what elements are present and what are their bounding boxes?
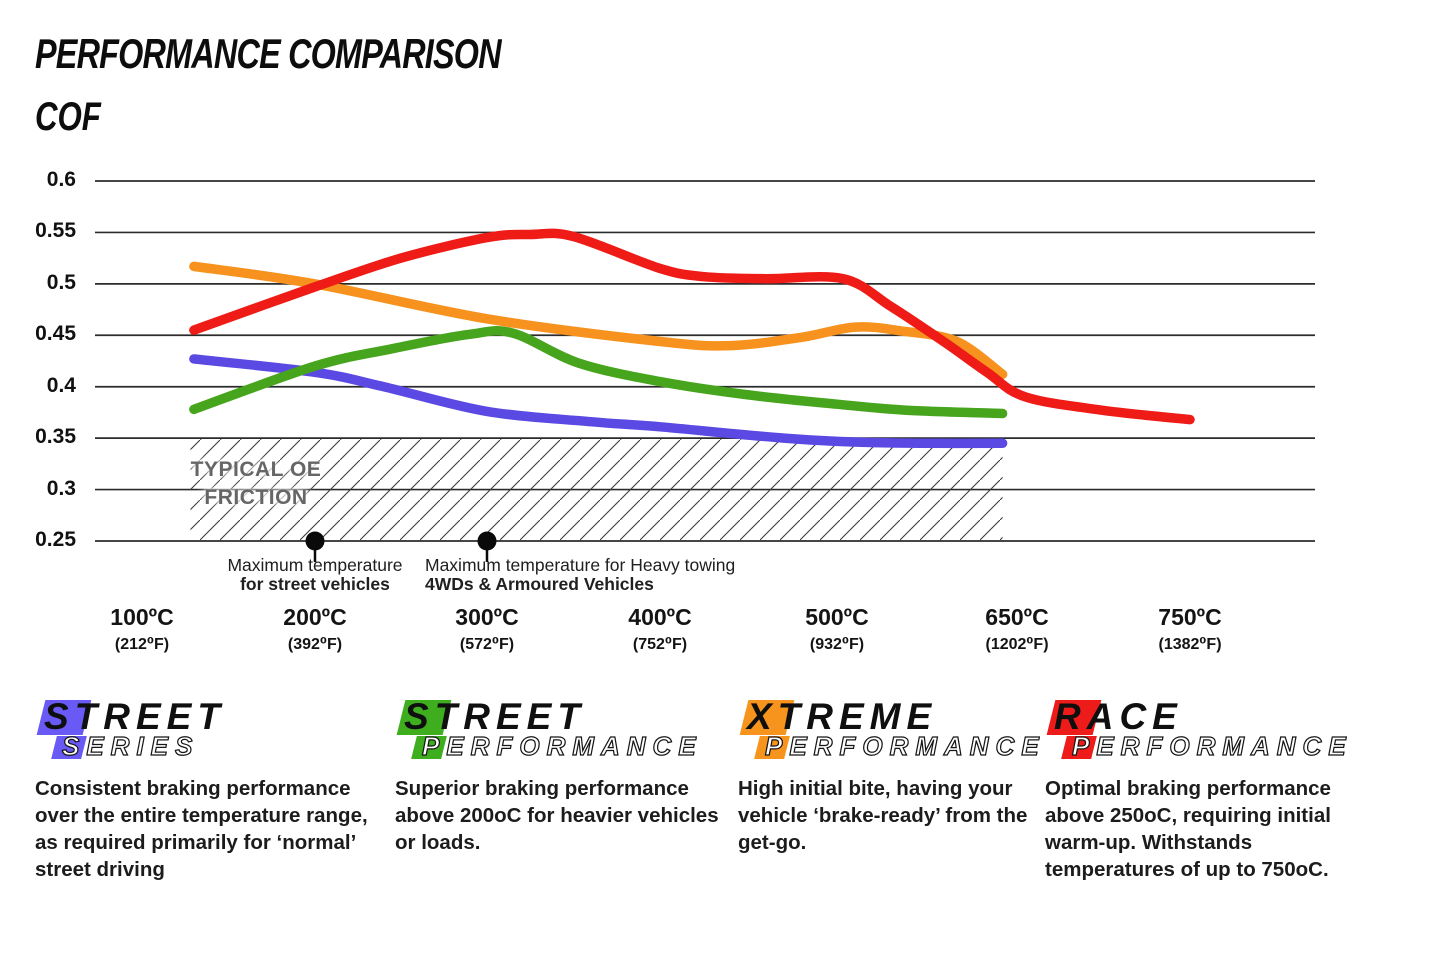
logo-word-primary: XTREME — [747, 696, 938, 737]
logo-word-primary: STREET — [404, 696, 586, 737]
brand-card-street-series: STREET SERIES Consistent braking performan… — [35, 697, 375, 972]
oe-friction-label-line2: FRICTION — [204, 486, 308, 509]
typical-oe-friction-zone — [190, 439, 1003, 541]
brand-description: High initial bite, having your vehicle ‘… — [738, 777, 1028, 854]
x-tick-fahrenheit: (392⁰F) — [287, 636, 343, 653]
y-axis-tick-label: 0.35 — [35, 425, 76, 449]
brand-description: Superior braking performance above 200oC… — [395, 777, 719, 854]
logo-word-primary: RACE — [1054, 696, 1183, 737]
x-tick-fahrenheit: (212⁰F) — [114, 636, 170, 653]
x-tick-celsius: 650ºC — [985, 604, 1049, 630]
brand-logo-street-performance: STREET PERFORMANCE — [395, 697, 743, 769]
y-axis-title: COF — [35, 95, 101, 139]
logo-word-primary: STREET — [44, 696, 226, 737]
logo-word-secondary: SERIES — [61, 731, 200, 761]
brand-legend-cards: STREET SERIES Consistent braking performan… — [0, 697, 1445, 972]
brand-logo-street-series: STREET SERIES — [35, 697, 375, 769]
brand-logo-xtreme-performance: XTREME PERFORMANCE — [738, 696, 1039, 769]
x-tick-fahrenheit: (752⁰F) — [632, 636, 688, 653]
brand-description: Consistent braking performance over the … — [35, 777, 368, 881]
x-tick-fahrenheit: (1202⁰F) — [985, 636, 1049, 653]
oe-friction-label: TYPICAL OE FRICTION — [148, 456, 364, 512]
brand-card-xtreme-performance: XTREME PERFORMANCE High initial bite, havi… — [738, 696, 1039, 972]
x-tick-fahrenheit: (1382⁰F) — [1158, 636, 1222, 653]
logo-word-secondary: PERFORMANCE — [1071, 731, 1353, 761]
series-line-xtreme-performance — [189, 261, 1008, 380]
logo-word-secondary: PERFORMANCE — [421, 731, 703, 761]
series-curves — [189, 228, 1195, 449]
brand-card-street-performance: STREET PERFORMANCE Superior braking perfor… — [395, 697, 743, 972]
x-tick-celsius: 200ºC — [283, 604, 347, 630]
y-axis-tick-label: 0.45 — [35, 322, 76, 346]
x-tick-fahrenheit: (572⁰F) — [459, 636, 515, 653]
marker-note-line1: Maximum temperature for Heavy towing — [425, 555, 736, 575]
series-line-street-performance — [189, 326, 1008, 419]
cof-line-chart — [95, 180, 1315, 562]
temperature-marker-dots — [305, 531, 497, 562]
x-axis-tick-100c: 100ºC (212⁰F) — [67, 604, 217, 654]
x-tick-celsius: 400ºC — [628, 604, 692, 630]
x-axis-tick-400c: 400ºC (752⁰F) — [585, 604, 735, 654]
page-title: PERFORMANCE COMPARISON — [35, 30, 502, 77]
marker-note-line1: Maximum temperature — [227, 555, 403, 575]
brand-description: Optimal braking performance above 250oC,… — [1045, 777, 1331, 881]
x-axis-tick-650c: 650ºC (1202⁰F) — [942, 604, 1092, 654]
x-tick-celsius: 750ºC — [1158, 604, 1222, 630]
y-axis-tick-label: 0.55 — [35, 219, 76, 243]
y-axis-tick-label: 0.4 — [46, 373, 76, 397]
brand-logo-race-performance: RACE PERFORMANCE — [1045, 697, 1385, 769]
marker-note-300c: Maximum temperature for Heavy towing 4WDs… — [425, 556, 745, 594]
y-axis-tick-label: 0.5 — [46, 270, 76, 294]
y-axis-tick-label: 0.3 — [46, 476, 76, 500]
marker-dot-300c — [477, 531, 497, 551]
y-axis-tick-label: 0.25 — [35, 528, 76, 551]
marker-dot-200c — [305, 531, 325, 551]
x-axis-tick-300c: 300ºC (572⁰F) — [412, 604, 562, 654]
y-axis-tick-label: 0.6 — [46, 168, 76, 191]
x-axis-tick-200c: 200ºC (392⁰F) — [240, 604, 390, 654]
marker-note-200c: Maximum temperature for street vehicles — [155, 556, 475, 594]
series-line-street-series — [189, 354, 1008, 449]
x-tick-fahrenheit: (932⁰F) — [809, 636, 865, 653]
series-line-race-performance — [189, 228, 1195, 425]
marker-note-line2: 4WDs & Armoured Vehicles — [425, 574, 654, 594]
oe-friction-label-line1: TYPICAL OE — [190, 458, 322, 481]
x-tick-celsius: 300ºC — [455, 604, 519, 630]
brand-card-race-performance: RACE PERFORMANCE Optimal braking performan… — [1045, 697, 1385, 972]
x-axis-tick-750c: 750ºC (1382⁰F) — [1115, 604, 1265, 654]
marker-note-line2: for street vehicles — [240, 574, 390, 594]
x-tick-celsius: 100ºC — [110, 604, 174, 630]
x-tick-celsius: 500ºC — [805, 604, 869, 630]
x-axis-tick-500c: 500ºC (932⁰F) — [762, 604, 912, 654]
logo-word-secondary: PERFORMANCE — [764, 731, 1046, 761]
